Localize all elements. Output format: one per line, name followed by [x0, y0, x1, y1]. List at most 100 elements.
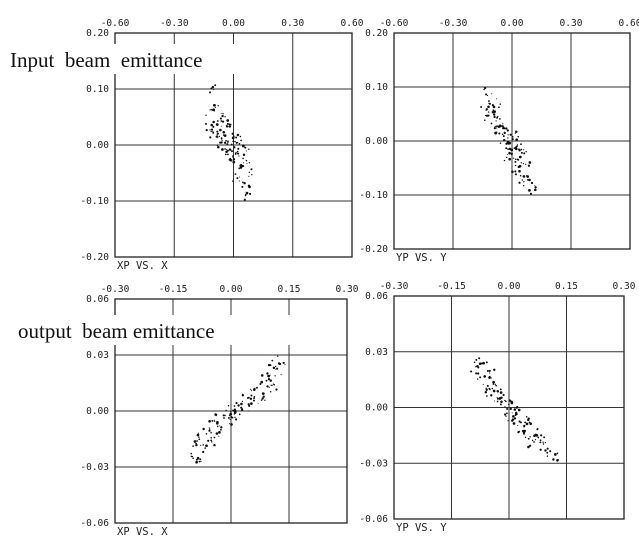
scatter-point	[514, 173, 526, 184]
plot-frame	[114, 32, 353, 258]
y-tick-label: 0.10	[365, 82, 388, 93]
scatter-point	[527, 437, 535, 449]
scatter-point	[228, 146, 239, 154]
x-tick-label: 0.30	[336, 284, 359, 295]
x-tick-label: 0.00	[220, 284, 243, 295]
scatter-point	[507, 130, 518, 138]
scatter-point	[499, 400, 509, 411]
scatter-point	[231, 132, 240, 140]
y-tick-label: -0.03	[359, 458, 388, 469]
scatter-point	[507, 146, 518, 155]
x-tick-label: 0.30	[613, 281, 636, 292]
scatter-point	[480, 105, 490, 113]
scatter-point	[491, 110, 496, 119]
input-x-plot: -0.60 -0.30 0.00 0.30 0.60 0.20 0.10 0.00 -0.10 -…	[80, 18, 363, 272]
scatter-point	[229, 412, 238, 421]
scatter-point	[473, 357, 482, 367]
scatter-point	[237, 141, 247, 150]
scatter-point	[250, 388, 256, 398]
scatter-point	[483, 86, 493, 97]
scatter-point	[202, 427, 211, 435]
scatter-point	[517, 424, 526, 434]
x-tick-label: 0.00	[498, 281, 521, 292]
scatter-point	[232, 152, 240, 158]
scatter-point	[233, 408, 241, 416]
scatter-point	[254, 380, 264, 390]
plot-frame	[393, 32, 631, 250]
scatter-point	[242, 157, 251, 165]
scatter-point	[216, 422, 223, 431]
output-section-title: output beam emittance	[18, 319, 215, 343]
x-tick-label: -0.60	[380, 18, 409, 29]
y-tick-label: 0.03	[86, 350, 109, 361]
scatter-point	[241, 181, 251, 189]
scatter-point	[512, 408, 521, 418]
scatter-point	[523, 178, 534, 187]
scatter-point	[511, 164, 521, 174]
scatter-point	[499, 137, 510, 145]
scatter-point	[233, 402, 243, 409]
scatter-point	[212, 123, 222, 133]
scatter-point	[552, 452, 559, 462]
plot-caption: XP VS. X	[117, 526, 168, 538]
output-x-plot: -0.30 -0.15 0.00 0.15 0.30 0.06 0.03 0.00 -0.03 -…	[80, 284, 358, 538]
scatter-point	[511, 417, 521, 426]
scatter-point	[241, 393, 250, 403]
x-tick-label: 0.00	[501, 18, 524, 29]
scatter-point	[533, 427, 539, 438]
scatter-point	[205, 122, 214, 133]
scatter-point	[267, 359, 277, 369]
scatter-point	[511, 135, 520, 146]
y-tick-label: 0.00	[365, 136, 388, 147]
y-tick-label: 0.06	[365, 291, 388, 302]
input-y-plot: -0.60 -0.30 0.00 0.30 0.60 0.20 0.10 0.00 -0.10 -…	[359, 18, 639, 264]
x-tick-label: 0.30	[560, 18, 583, 29]
scatter-point	[208, 84, 217, 94]
y-tick-label: 0.00	[86, 140, 109, 151]
x-tick-label: -0.15	[159, 284, 188, 295]
scatter-point	[190, 452, 198, 461]
scatter-point	[220, 134, 229, 144]
scatter-point	[510, 153, 522, 160]
scatter-point	[484, 387, 494, 397]
scatter-point	[260, 392, 266, 402]
y-tick-label: -0.20	[80, 252, 109, 263]
scatter-point	[221, 148, 230, 156]
scatter-point	[210, 120, 219, 127]
scatter-point	[242, 145, 250, 157]
y-tick-label: -0.06	[359, 514, 388, 525]
scatter-point	[484, 114, 493, 125]
scatter-point	[539, 441, 547, 451]
scatter-point	[228, 157, 236, 164]
scatter-point	[522, 429, 531, 438]
x-tick-label: -0.60	[101, 18, 130, 29]
scatter-point	[492, 383, 502, 393]
scatter-point	[215, 135, 223, 142]
scatter-point	[232, 173, 241, 183]
x-tick-label: -0.15	[437, 281, 466, 292]
scatter-point	[496, 115, 504, 125]
scatter-point	[225, 123, 232, 128]
scatter-point	[524, 421, 533, 426]
scatter-point	[476, 372, 487, 380]
y-tick-label: 0.10	[86, 84, 109, 95]
x-tick-label: -0.30	[380, 281, 409, 292]
y-tick-label: 0.06	[86, 294, 109, 305]
scatter-point	[522, 161, 532, 168]
x-tick-label: 0.60	[619, 18, 639, 29]
scatter-point	[219, 112, 226, 120]
y-tick-label: 0.03	[365, 347, 388, 358]
scatter-point	[265, 379, 273, 388]
scatter-point	[212, 103, 219, 112]
plot-caption: XP VS. X	[117, 260, 168, 272]
input-title-backdrop	[6, 44, 284, 74]
scatter-point	[488, 376, 498, 387]
scatter-point	[493, 396, 503, 403]
scatter-point	[503, 151, 513, 162]
scatter-point	[214, 413, 225, 424]
scatter-point	[470, 365, 480, 375]
y-tick-label: 0.20	[86, 28, 109, 39]
scatter-point	[248, 168, 253, 177]
scatter-point	[209, 128, 219, 139]
